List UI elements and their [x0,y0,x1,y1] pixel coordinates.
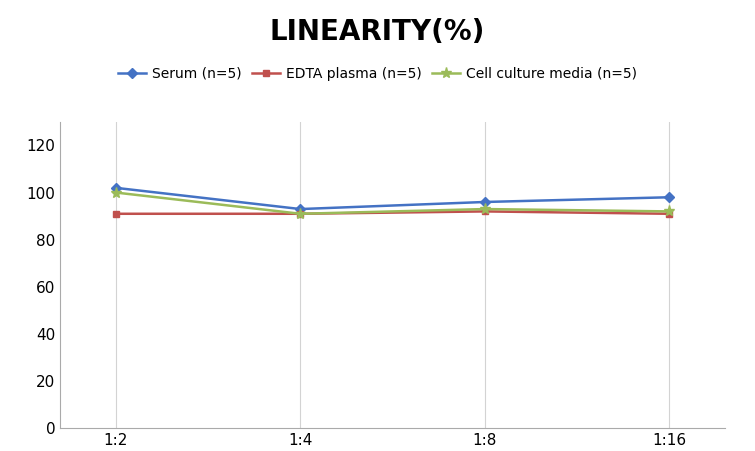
Line: Serum (n=5): Serum (n=5) [112,184,673,212]
Text: LINEARITY(%): LINEARITY(%) [270,18,485,46]
EDTA plasma (n=5) [480,209,489,214]
Serum (n=5) [296,207,305,212]
EDTA plasma (n=5) [296,211,305,216]
Legend: Serum (n=5), EDTA plasma (n=5), Cell culture media (n=5): Serum (n=5), EDTA plasma (n=5), Cell cul… [112,61,643,86]
Cell culture media (n=5) [480,207,489,212]
EDTA plasma (n=5) [111,211,120,216]
Cell culture media (n=5) [296,211,305,216]
Serum (n=5) [480,199,489,205]
Cell culture media (n=5) [111,190,120,195]
Serum (n=5) [111,185,120,190]
Cell culture media (n=5) [665,209,674,214]
Line: EDTA plasma (n=5): EDTA plasma (n=5) [112,208,673,217]
Serum (n=5) [665,194,674,200]
Line: Cell culture media (n=5): Cell culture media (n=5) [110,187,675,219]
EDTA plasma (n=5) [665,211,674,216]
